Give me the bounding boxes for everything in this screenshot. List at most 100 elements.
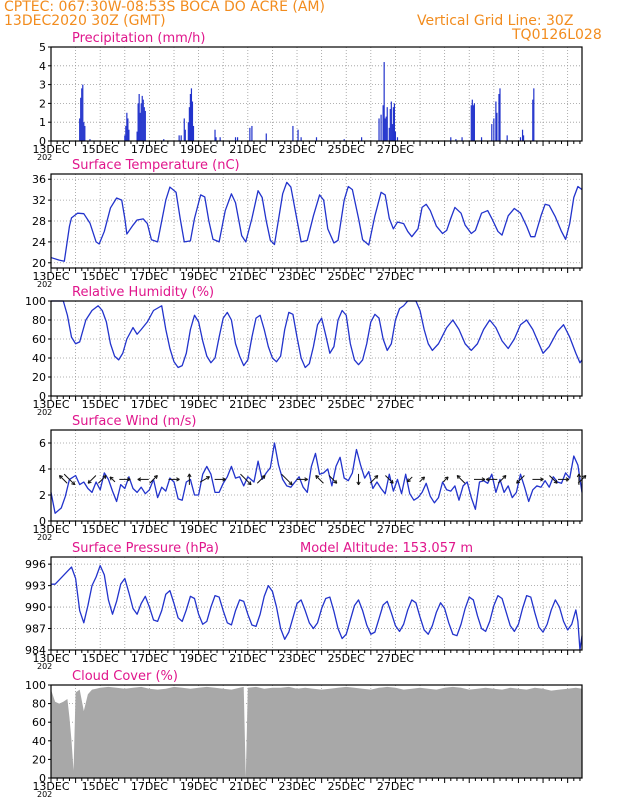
wind-arrow <box>549 475 558 484</box>
wind-title: Surface Wind (m/s) <box>72 414 196 429</box>
x-date-label: 23DEC <box>278 780 315 793</box>
x-date-label: 27DEC <box>377 143 414 156</box>
header-model-code: TQ0126L028 <box>512 27 602 43</box>
precip-bar <box>388 127 390 141</box>
precip-bar <box>144 110 146 141</box>
precip-bar <box>219 137 221 141</box>
precip-bar <box>498 94 500 141</box>
precip-bar <box>142 99 144 141</box>
precip-bar <box>393 103 396 141</box>
x-date-label: 27DEC <box>377 398 414 411</box>
precip-bar <box>192 125 195 141</box>
y-tick-label: 20 <box>32 371 46 384</box>
y-tick-label: 2 <box>39 97 46 110</box>
wind-arrow <box>486 477 498 482</box>
wind-arrow <box>532 477 544 482</box>
x-date-label: 19DEC <box>180 270 217 283</box>
precip-bar <box>532 99 534 141</box>
y-tick-label: 0 <box>39 515 46 528</box>
precip-bar <box>214 129 216 141</box>
wind-arrow <box>256 475 266 484</box>
precip-bar <box>480 137 483 141</box>
precip-bar <box>506 135 508 141</box>
y-tick-label: 100 <box>25 679 46 692</box>
plot-frame <box>50 556 583 651</box>
precip-bar <box>190 88 193 141</box>
plot-frame <box>50 173 583 269</box>
precip-bar <box>471 99 473 141</box>
y-tick-label: 20 <box>32 753 46 766</box>
precip-bar <box>315 137 318 141</box>
precip-bar <box>472 105 474 141</box>
precip-bar <box>343 139 345 141</box>
y-tick-label: 24 <box>32 236 46 249</box>
precip-bar <box>125 125 127 141</box>
precip-bar <box>386 107 388 141</box>
x-date-label: 23DEC <box>278 398 315 411</box>
precip-bar <box>292 125 294 141</box>
y-tick-label: 990 <box>25 601 46 614</box>
y-tick-label: 80 <box>32 314 46 327</box>
y-tick-label: 36 <box>32 173 46 186</box>
precip-bar <box>191 101 194 141</box>
precip-bar <box>493 118 495 141</box>
wind-arrow <box>315 475 324 484</box>
x-year-label: 202 <box>37 408 52 417</box>
x-date-label: 15DEC <box>82 780 119 793</box>
precip-bar <box>236 137 239 141</box>
plot-frame <box>50 429 583 522</box>
precip-bar <box>234 137 237 141</box>
y-tick-label: 4 <box>39 60 46 73</box>
wind-arrow <box>406 476 413 483</box>
x-date-label: 13DEC <box>32 143 69 156</box>
header-date: 13DEC2020 30Z (GMT) <box>4 13 166 29</box>
y-tick-label: 4 <box>39 463 46 476</box>
precip-bar <box>396 137 399 141</box>
precip-bar <box>180 135 182 141</box>
precip-bar <box>361 137 363 141</box>
y-tick-label: 28 <box>32 215 46 228</box>
pressure-subtitle: Model Altitude: 153.057 m <box>300 541 473 556</box>
x-date-label: 15DEC <box>82 270 119 283</box>
precip-bar <box>394 131 397 141</box>
wind-arrow <box>419 476 426 483</box>
y-tick-label: 993 <box>25 580 46 593</box>
x-date-label: 25DEC <box>328 270 365 283</box>
x-date-label: 17DEC <box>131 143 168 156</box>
y-tick-label: 32 <box>32 194 46 207</box>
x-date-label: 13DEC <box>32 398 69 411</box>
wind-arrow <box>240 473 252 486</box>
y-tick-label: 6 <box>39 437 46 450</box>
x-date-label: 17DEC <box>131 652 168 665</box>
x-date-label: 19DEC <box>180 523 217 536</box>
precip-bar <box>265 133 267 141</box>
precip-bar <box>136 131 138 141</box>
x-date-label: 27DEC <box>377 652 414 665</box>
y-tick-label: 984 <box>25 644 46 657</box>
wind-arrow <box>281 473 293 486</box>
precip-bar <box>491 124 493 141</box>
plot-frame <box>50 684 583 779</box>
precip-bar <box>140 103 142 141</box>
wind-arrow <box>199 476 210 483</box>
x-date-label: 25DEC <box>328 780 365 793</box>
x-date-label: 23DEC <box>278 270 315 283</box>
precip-bar <box>126 112 128 141</box>
precip-bar <box>470 105 472 141</box>
x-date-label: 25DEC <box>328 143 365 156</box>
plot-frame <box>50 46 583 142</box>
wind-arrow <box>119 477 131 482</box>
x-date-label: 19DEC <box>180 398 217 411</box>
x-year-label: 202 <box>37 533 52 542</box>
precip-bar <box>127 118 129 141</box>
precip-bar <box>384 118 386 141</box>
wind-arrow <box>296 477 308 482</box>
x-year-label: 202 <box>37 280 52 289</box>
precip-bar <box>183 118 185 141</box>
x-date-label: 25DEC <box>328 398 365 411</box>
x-date-label: 25DEC <box>328 652 365 665</box>
precip-bar <box>390 101 392 141</box>
y-tick-label: 100 <box>25 295 46 308</box>
precip-bar <box>138 94 140 141</box>
